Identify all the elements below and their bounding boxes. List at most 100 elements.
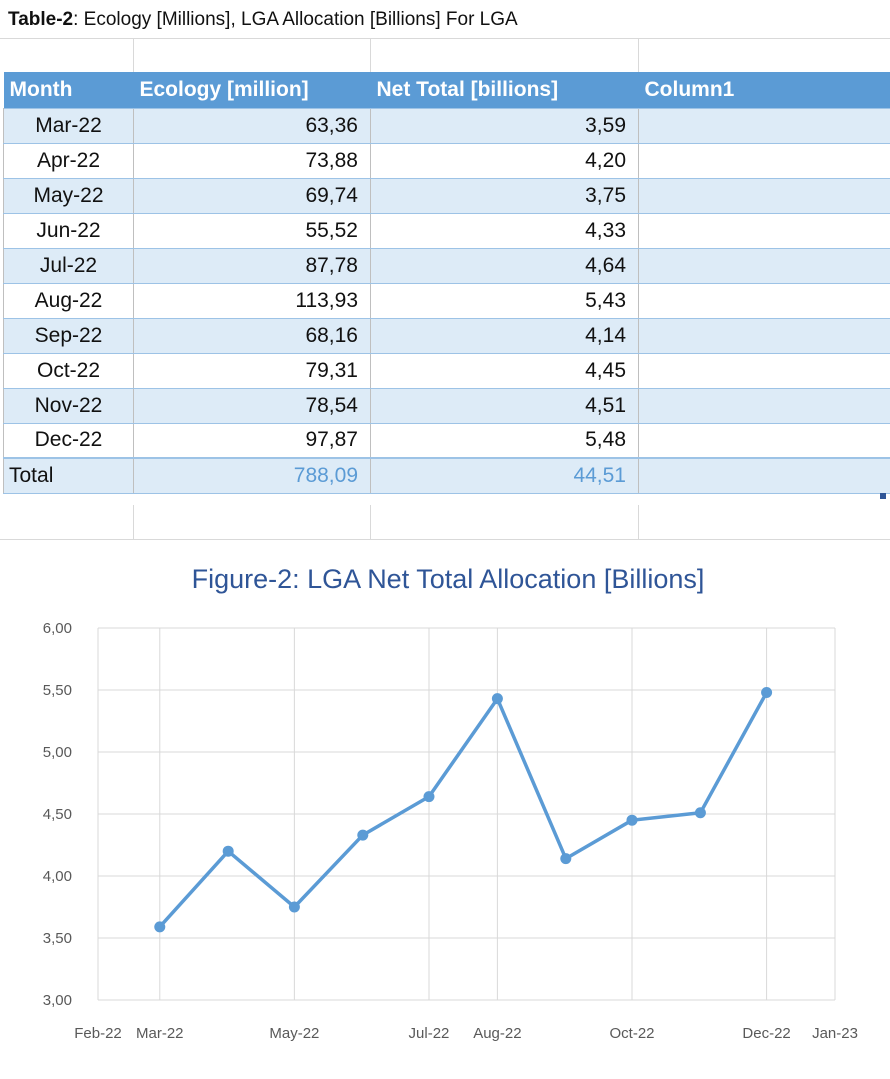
cell-column1[interactable] (638, 107, 890, 144)
table-row: Jun-22 55,52 4,33 (3, 212, 890, 249)
table-resize-handle[interactable] (880, 493, 886, 499)
cell-ecology[interactable]: 63,36 (133, 107, 371, 144)
data-point[interactable] (560, 853, 572, 865)
cell-ecology[interactable]: 55,52 (133, 212, 371, 249)
total-net-total[interactable]: 44,51 (370, 457, 639, 494)
cell-ecology[interactable]: 79,31 (133, 352, 371, 389)
data-point[interactable] (626, 814, 638, 826)
table-row: Oct-22 79,31 4,45 (3, 352, 890, 389)
cell-column1[interactable] (638, 177, 890, 214)
cell-ecology[interactable]: 73,88 (133, 142, 371, 179)
cell-month[interactable]: Nov-22 (3, 387, 134, 424)
cell-net-total[interactable]: 4,64 (370, 247, 639, 284)
series-line (158, 691, 769, 928)
x-tick-label: Dec-22 (742, 1025, 790, 1042)
total-label[interactable]: Total (3, 457, 134, 494)
cell-net-total[interactable]: 3,75 (370, 177, 639, 214)
y-tick-label: 4,50 (43, 806, 72, 823)
table-total-row: Total 788,09 44,51 (3, 457, 890, 494)
cell-column1[interactable] (638, 247, 890, 284)
cell-month[interactable]: Jul-22 (3, 247, 134, 284)
data-point[interactable] (491, 693, 503, 705)
cell-net-total[interactable]: 4,20 (370, 142, 639, 179)
cell-column1[interactable] (638, 387, 890, 424)
cell-net-total[interactable]: 3,59 (370, 107, 639, 144)
cell-month[interactable]: May-22 (3, 177, 134, 214)
table-row: Sep-22 68,16 4,14 (3, 317, 890, 354)
y-tick-label: 3,50 (43, 930, 72, 947)
data-point[interactable] (423, 791, 435, 803)
cell-ecology[interactable]: 78,54 (133, 387, 371, 424)
y-tick-label: 3,00 (43, 992, 72, 1009)
x-axis-ticks: Feb-22 Mar-22 May-22 Jul-22 Aug-22 Oct-22 Dec-… (74, 1025, 858, 1042)
header-ecology[interactable]: Ecology [million] (133, 72, 371, 108)
table-title: Table-2: Ecology [Millions], LGA Allocat… (8, 9, 518, 31)
y-tick-label: 4,00 (43, 868, 72, 885)
cell-month[interactable]: Apr-22 (3, 142, 134, 179)
data-point[interactable] (694, 807, 706, 819)
cell-column1[interactable] (638, 352, 890, 389)
total-column1[interactable] (638, 457, 890, 494)
table-title-bold: Table-2 (8, 9, 74, 30)
cell-ecology[interactable]: 87,78 (133, 247, 371, 284)
grid-line (638, 38, 639, 72)
cell-net-total[interactable]: 5,43 (370, 282, 639, 319)
x-tick-label: Aug-22 (473, 1025, 521, 1042)
x-tick-label: Jan-23 (812, 1025, 858, 1042)
x-tick-label: Mar-22 (136, 1025, 184, 1042)
chart-area (0, 540, 890, 1079)
cell-month[interactable]: Oct-22 (3, 352, 134, 389)
table-header-row: Month Ecology [million] Net Total [billi… (3, 72, 890, 108)
cell-column1[interactable] (638, 282, 890, 319)
cell-column1[interactable] (638, 422, 890, 459)
grid-line (638, 505, 639, 539)
header-month[interactable]: Month (3, 72, 134, 108)
cell-month[interactable]: Aug-22 (3, 282, 134, 319)
data-point[interactable] (222, 845, 234, 857)
data-point[interactable] (761, 686, 773, 698)
table-row: Mar-22 63,36 3,59 (3, 107, 890, 144)
series-net-total (154, 686, 773, 933)
cell-net-total[interactable]: 4,14 (370, 317, 639, 354)
y-tick-label: 6,00 (43, 620, 72, 637)
cell-month[interactable]: Sep-22 (3, 317, 134, 354)
cell-month[interactable]: Mar-22 (3, 107, 134, 144)
y-axis-ticks: 3,00 3,50 4,00 4,50 5,00 5,50 6,00 (43, 620, 72, 1009)
data-table: Month Ecology [million] Net Total [billi… (3, 72, 890, 494)
grid-line (370, 505, 371, 539)
cell-net-total[interactable]: 4,33 (370, 212, 639, 249)
data-point[interactable] (154, 921, 166, 933)
grid-line (133, 505, 134, 539)
cell-column1[interactable] (638, 317, 890, 354)
x-tick-label: May-22 (269, 1025, 319, 1042)
y-tick-label: 5,50 (43, 682, 72, 699)
cell-ecology[interactable]: 113,93 (133, 282, 371, 319)
table-body: Mar-22 63,36 3,59 Apr-22 73,88 4,20 May-22 69,7… (3, 107, 890, 494)
table-row: Nov-22 78,54 4,51 (3, 387, 890, 424)
header-column1[interactable]: Column1 (638, 72, 890, 108)
data-point[interactable] (288, 901, 300, 913)
x-tick-label: Jul-22 (409, 1025, 450, 1042)
cell-month[interactable]: Jun-22 (3, 212, 134, 249)
header-net-total[interactable]: Net Total [billions] (370, 72, 639, 108)
cell-month[interactable]: Dec-22 (3, 422, 134, 459)
table-row: Dec-22 97,87 5,48 (3, 422, 890, 459)
cell-ecology[interactable]: 68,16 (133, 317, 371, 354)
cell-column1[interactable] (638, 142, 890, 179)
cell-ecology[interactable]: 69,74 (133, 177, 371, 214)
table-row: Apr-22 73,88 4,20 (3, 142, 890, 179)
blank-row-below-table (0, 505, 890, 540)
cell-net-total[interactable]: 4,45 (370, 352, 639, 389)
table-title-rest: : Ecology [Millions], LGA Allocation [Bi… (73, 9, 518, 30)
data-point[interactable] (357, 829, 369, 841)
chart-title: Figure-2: LGA Net Total Allocation [Bill… (192, 564, 705, 594)
cell-column1[interactable] (638, 212, 890, 249)
cell-ecology[interactable]: 97,87 (133, 422, 371, 459)
cell-net-total[interactable]: 4,51 (370, 387, 639, 424)
table-row: May-22 69,74 3,75 (3, 177, 890, 214)
grid-line (133, 38, 134, 72)
cell-net-total[interactable]: 5,48 (370, 422, 639, 459)
grid-line (370, 38, 371, 72)
table-title-row: Table-2: Ecology [Millions], LGA Allocat… (0, 0, 890, 39)
total-ecology[interactable]: 788,09 (133, 457, 371, 494)
